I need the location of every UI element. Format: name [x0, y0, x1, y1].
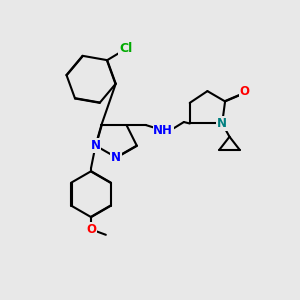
- Text: N: N: [91, 139, 100, 152]
- Text: O: O: [239, 85, 249, 98]
- Text: Cl: Cl: [119, 42, 132, 55]
- Text: N: N: [217, 117, 227, 130]
- Text: O: O: [86, 223, 96, 236]
- Text: N: N: [111, 151, 121, 164]
- Text: NH: NH: [153, 124, 173, 137]
